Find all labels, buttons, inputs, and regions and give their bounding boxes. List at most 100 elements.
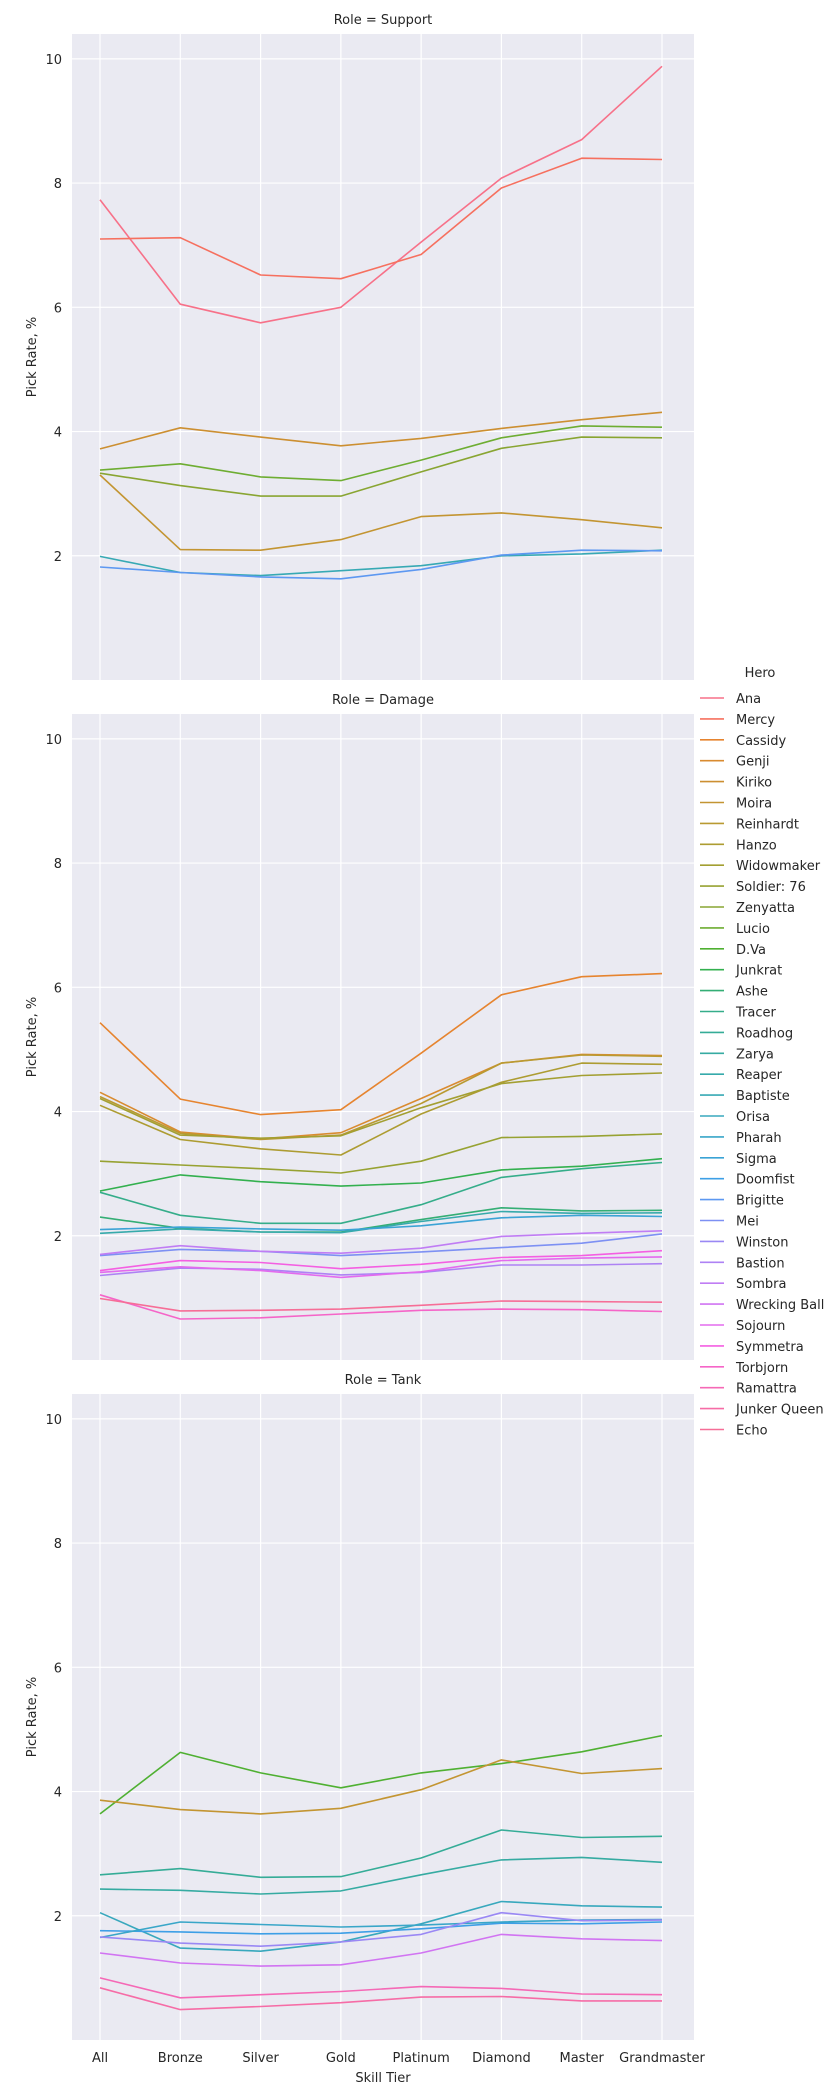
legend-item: Ramattra (700, 1382, 797, 1397)
series-line-torbjorn (99, 1294, 663, 1320)
legend-item: Bastion (700, 1256, 785, 1271)
legend-item: Mei (700, 1215, 759, 1230)
series-line-bastion (99, 1262, 663, 1277)
legend-item: Orisa (700, 1110, 770, 1125)
legend-label: Torbjorn (735, 1361, 788, 1376)
legend-label: Wrecking Ball (736, 1298, 824, 1313)
series-line-zenyatta (99, 436, 663, 497)
legend-label: D.Va (736, 943, 766, 958)
series-line-soldier-76 (99, 1133, 663, 1174)
x-tick-label: Silver (242, 2051, 279, 2066)
legend-label: Widowmaker (736, 859, 821, 874)
x-tick-label: Platinum (393, 2051, 450, 2066)
legend-label: Ana (736, 692, 761, 707)
legend-item: Zenyatta (700, 901, 795, 916)
y-tick-label: 4 (54, 1786, 62, 1801)
legend-item: Lucio (700, 922, 770, 937)
legend-label: Junkrat (735, 964, 782, 979)
legend-label: Moira (736, 797, 772, 812)
legend-item: Junker Queen (700, 1403, 824, 1418)
legend-label: Sombra (736, 1277, 786, 1292)
series-line-moira (99, 474, 663, 552)
panel-title: Role = Support (334, 13, 433, 28)
legend-item: Ana (700, 692, 761, 707)
series-line-reaper (99, 1210, 663, 1235)
y-tick-label: 8 (54, 1537, 62, 1552)
series-line-d-va (99, 1734, 663, 1815)
series-line-echo (99, 1297, 663, 1312)
x-tick-label: All (92, 2051, 108, 2066)
legend-label: Mercy (736, 713, 775, 728)
y-tick-label: 8 (54, 857, 62, 872)
legend-label: Genji (736, 755, 770, 770)
legend-label: Orisa (736, 1110, 770, 1125)
y-tick-label: 6 (54, 1661, 62, 1676)
series-line-sojourn (99, 1256, 663, 1279)
series-line-mei (99, 1233, 663, 1257)
legend-item: Junkrat (700, 964, 782, 979)
series-line-mercy (99, 157, 663, 280)
legend-label: Junker Queen (735, 1403, 824, 1418)
legend-label: Roadhog (736, 1026, 793, 1041)
legend-item: Hanzo (700, 838, 777, 853)
legend-item: Wrecking Ball (700, 1298, 824, 1313)
x-axis-label: Skill Tier (355, 2071, 411, 2086)
y-tick-label: 6 (54, 301, 62, 316)
legend-item: Soldier: 76 (700, 880, 806, 895)
panel-1: 2 4 6 8 10 Role = Support Pick Rate, % (25, 13, 694, 680)
legend-label: Pharah (736, 1131, 782, 1146)
series-line-tracer (99, 1161, 663, 1225)
legend-label: Sigma (736, 1152, 777, 1167)
panel-title: Role = Tank (345, 1373, 422, 1388)
y-tick-label: 2 (54, 550, 62, 565)
legend-label: Tracer (735, 1006, 776, 1021)
legend-label: Hanzo (736, 838, 777, 853)
legend: Hero Ana Mercy Cassidy Genji Kiriko Moira Rein… (700, 666, 824, 1439)
plot-background (72, 34, 694, 680)
series-line-lucio (99, 425, 663, 482)
y-tick-label: 10 (45, 733, 62, 748)
chart-panels: 2 4 6 8 10 Role = Support Pick Rate, % 2 4 6 8 10 Ro… (25, 13, 706, 2086)
series-line-sigma (99, 1214, 663, 1231)
series-line-kiriko (99, 411, 663, 450)
series-line-junker-queen (99, 1987, 662, 2011)
y-axis-label: Pick Rate, % (25, 997, 40, 1077)
legend-item: Genji (700, 755, 770, 770)
y-tick-label: 2 (54, 1910, 62, 1925)
x-tick-label: Diamond (472, 2051, 531, 2066)
series-line-cassidy (99, 972, 663, 1116)
legend-label: Mei (736, 1215, 759, 1230)
legend-label: Soldier: 76 (736, 880, 806, 895)
legend-label: Brigitte (736, 1194, 784, 1209)
series-line-moira (99, 1759, 663, 1815)
panel-title: Role = Damage (332, 693, 434, 708)
series-line-ramattra (99, 1977, 663, 1999)
legend-item: Sojourn (700, 1319, 785, 1334)
legend-label: Kiriko (736, 776, 772, 791)
legend-item: Winston (700, 1235, 788, 1250)
panel-2: 2 4 6 8 10 Role = Damage Pick Rate, % (25, 693, 694, 1360)
plot-background (72, 714, 694, 1360)
series-group (99, 65, 663, 580)
legend-label: Baptiste (736, 1089, 790, 1104)
series-line-orisa (99, 1900, 663, 1952)
series-line-symmetra (99, 1249, 663, 1272)
y-axis-label: Pick Rate, % (25, 1677, 40, 1757)
series-line-pharah (99, 1918, 663, 1939)
legend-item: Doomfist (700, 1173, 795, 1188)
legend-label: Zenyatta (736, 901, 795, 916)
series-line-doomfist (99, 1921, 663, 1935)
y-tick-label: 2 (54, 1230, 62, 1245)
series-line-wrecking-ball (99, 1933, 663, 1967)
plot-background (72, 1394, 694, 2040)
legend-item: Kiriko (700, 776, 772, 791)
series-line-roadhog (99, 1829, 663, 1879)
y-tick-label: 10 (45, 1413, 62, 1428)
legend-item: Symmetra (700, 1340, 804, 1355)
legend-label: Echo (736, 1424, 768, 1439)
legend-item: Reaper (700, 1068, 783, 1083)
legend-label: Reaper (736, 1068, 783, 1083)
legend-item: Pharah (700, 1131, 782, 1146)
y-tick-label: 4 (54, 1106, 62, 1121)
